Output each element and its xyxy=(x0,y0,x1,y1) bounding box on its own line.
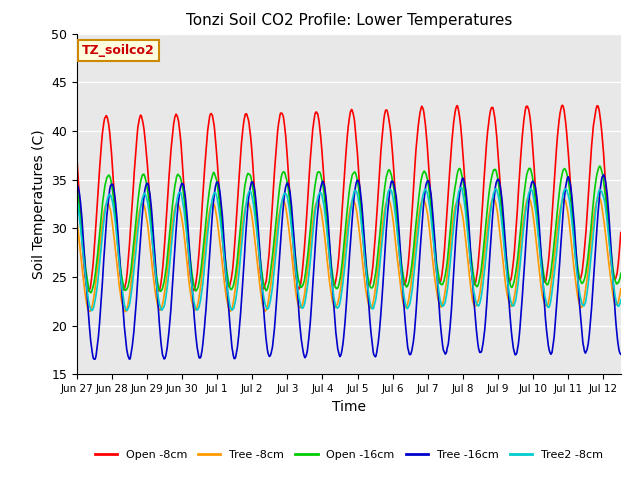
Tree -8cm xyxy=(230,295,238,300)
Title: Tonzi Soil CO2 Profile: Lower Temperatures: Tonzi Soil CO2 Profile: Lower Temperatur… xyxy=(186,13,512,28)
Open -8cm xyxy=(181,201,189,207)
Tree2 -8cm xyxy=(458,185,465,191)
Tree -16cm xyxy=(91,356,99,362)
Line: Open -8cm: Open -8cm xyxy=(77,105,621,291)
Tree -16cm xyxy=(485,271,493,276)
Tree -16cm xyxy=(545,347,553,353)
Tree -16cm xyxy=(181,192,189,198)
Tree -16cm xyxy=(617,351,625,357)
Open -8cm xyxy=(84,288,92,294)
Open -8cm xyxy=(171,114,179,120)
Tree2 -8cm xyxy=(280,192,287,198)
Tree -8cm xyxy=(545,296,553,301)
Open -8cm xyxy=(617,230,625,236)
Open -8cm xyxy=(559,102,566,108)
Tree -16cm xyxy=(600,172,607,178)
Tree -8cm xyxy=(617,286,625,292)
Open -16cm xyxy=(230,279,238,285)
Tree2 -8cm xyxy=(230,304,238,310)
Open -8cm xyxy=(73,155,81,161)
Open -16cm xyxy=(596,163,604,169)
Tree2 -8cm xyxy=(73,196,81,202)
Open -8cm xyxy=(485,119,493,125)
Tree2 -8cm xyxy=(617,297,625,303)
Open -8cm xyxy=(280,115,287,120)
Tree -8cm xyxy=(122,309,129,314)
Tree2 -8cm xyxy=(485,222,493,228)
Tree -16cm xyxy=(280,201,287,207)
Open -16cm xyxy=(485,193,493,199)
Tree -8cm xyxy=(171,206,179,212)
Open -8cm xyxy=(230,249,238,255)
Open -16cm xyxy=(280,169,287,175)
Line: Tree -16cm: Tree -16cm xyxy=(77,175,621,359)
Tree -8cm xyxy=(280,198,287,204)
Tree -16cm xyxy=(73,182,81,188)
Tree2 -8cm xyxy=(546,304,554,310)
Open -16cm xyxy=(181,204,189,210)
Tree -8cm xyxy=(485,214,493,220)
Open -16cm xyxy=(171,183,179,189)
Open -16cm xyxy=(545,278,553,284)
Tree -8cm xyxy=(181,241,189,247)
Tree2 -8cm xyxy=(171,211,179,216)
Open -16cm xyxy=(87,290,95,296)
Tree -8cm xyxy=(595,194,602,200)
X-axis label: Time: Time xyxy=(332,400,366,414)
Legend: Open -8cm, Tree -8cm, Open -16cm, Tree -16cm, Tree2 -8cm: Open -8cm, Tree -8cm, Open -16cm, Tree -… xyxy=(90,445,607,464)
Open -8cm xyxy=(545,252,553,257)
Line: Tree -8cm: Tree -8cm xyxy=(77,197,621,312)
Line: Tree2 -8cm: Tree2 -8cm xyxy=(77,188,621,311)
Y-axis label: Soil Temperatures (C): Soil Temperatures (C) xyxy=(31,129,45,279)
Tree2 -8cm xyxy=(123,308,131,313)
Tree2 -8cm xyxy=(181,217,189,223)
Tree -8cm xyxy=(73,217,81,223)
Line: Open -16cm: Open -16cm xyxy=(77,166,621,293)
Tree -16cm xyxy=(230,356,238,361)
Tree -16cm xyxy=(171,245,179,251)
Open -16cm xyxy=(73,183,81,189)
Open -16cm xyxy=(617,271,625,276)
Text: TZ_soilco2: TZ_soilco2 xyxy=(82,44,155,57)
